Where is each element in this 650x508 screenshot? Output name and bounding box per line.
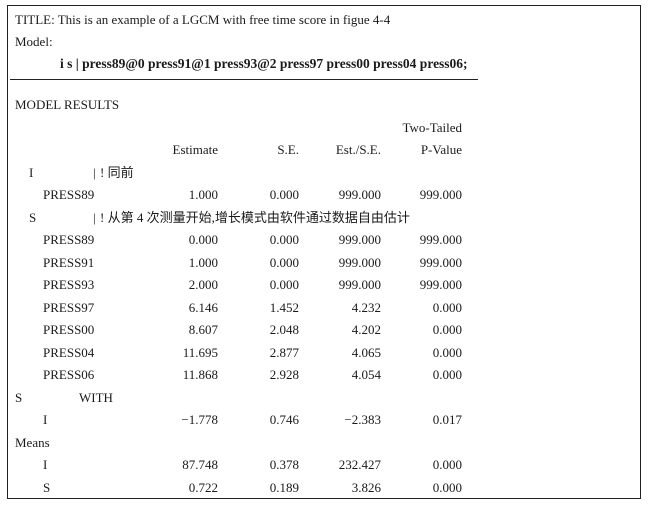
est-se-value: 232.427 — [338, 457, 381, 472]
p-value: 0.000 — [432, 457, 462, 472]
est-se-value: −2.383 — [344, 412, 381, 427]
i-by-symbol: | — [93, 165, 96, 180]
estimate-value: 6.146 — [188, 300, 218, 315]
se-value: 0.000 — [269, 255, 299, 270]
estimate-value: 87.748 — [182, 457, 218, 472]
estimate-value: −1.778 — [181, 412, 218, 427]
param-name: PRESS06 — [43, 367, 95, 382]
header-p-value: P-Value — [420, 142, 462, 157]
i-comment: ! 同前 — [100, 165, 134, 180]
p-value: 999.000 — [419, 255, 462, 270]
estimate-value: 2.000 — [188, 277, 218, 292]
estimate-value: 0.000 — [188, 232, 218, 247]
header-estimate: Estimate — [172, 142, 219, 157]
p-value: 0.017 — [432, 412, 462, 427]
est-se-value: 4.232 — [351, 300, 381, 315]
param-name: PRESS93 — [43, 277, 95, 292]
s-factor-label: S — [29, 210, 37, 225]
param-name: PRESS89 — [43, 187, 95, 202]
se-value: 2.928 — [269, 367, 299, 382]
est-se-value: 999.000 — [338, 277, 381, 292]
p-value: 0.000 — [432, 322, 462, 337]
header-two-tailed: Two-Tailed — [402, 120, 462, 135]
se-value: 0.000 — [269, 187, 299, 202]
param-name: PRESS97 — [43, 300, 95, 315]
se-value: 0.000 — [269, 232, 299, 247]
est-se-value: 4.054 — [351, 367, 381, 382]
se-value: 0.746 — [269, 412, 299, 427]
estimate-value: 11.868 — [182, 367, 218, 382]
model-statement: i s | press89@0 press91@1 press93@2 pres… — [60, 56, 468, 71]
model-label: Model: — [15, 34, 53, 49]
p-value: 999.000 — [419, 232, 462, 247]
se-value: 2.877 — [269, 345, 299, 360]
estimate-value: 1.000 — [188, 187, 218, 202]
se-value: 0.189 — [269, 480, 299, 495]
p-value: 0.000 — [432, 367, 462, 382]
p-value: 0.000 — [432, 345, 462, 360]
header-est-se: Est./S.E. — [335, 142, 381, 157]
i-factor-label: I — [29, 165, 34, 180]
estimate-value: 1.000 — [188, 255, 218, 270]
header-se: S.E. — [277, 142, 299, 157]
p-value: 999.000 — [419, 277, 462, 292]
s-comment: ! 从第 4 次测量开始,增长模式由软件通过数据自由估计 — [100, 210, 410, 225]
se-value: 2.048 — [269, 322, 299, 337]
param-name: PRESS89 — [43, 232, 95, 247]
param-name: I — [43, 412, 48, 427]
est-se-value: 4.202 — [351, 322, 381, 337]
est-se-value: 4.065 — [351, 345, 381, 360]
est-se-value: 3.826 — [351, 480, 381, 495]
est-se-value: 999.000 — [338, 255, 381, 270]
param-name: PRESS91 — [43, 255, 95, 270]
p-value: 0.000 — [432, 300, 462, 315]
separator-rule — [10, 79, 478, 80]
estimate-value: 8.607 — [188, 322, 218, 337]
se-value: 0.000 — [269, 277, 299, 292]
section-heading: MODEL RESULTS — [15, 97, 120, 112]
param-name: PRESS00 — [43, 322, 95, 337]
estimate-value: 11.695 — [182, 345, 218, 360]
estimate-value: 0.722 — [188, 480, 218, 495]
with-factor-label: S — [15, 390, 23, 405]
se-value: 1.452 — [269, 300, 299, 315]
p-value: 999.000 — [419, 187, 462, 202]
with-keyword: WITH — [79, 390, 113, 405]
se-value: 0.378 — [269, 457, 299, 472]
output-frame — [7, 5, 641, 499]
param-name: S — [43, 480, 51, 495]
s-by-symbol: | — [93, 210, 96, 225]
param-name: I — [43, 457, 48, 472]
title-line: TITLE: This is an example of a LGCM with… — [15, 12, 391, 27]
means-label: Means — [15, 435, 50, 450]
est-se-value: 999.000 — [338, 187, 381, 202]
est-se-value: 999.000 — [338, 232, 381, 247]
p-value: 0.000 — [432, 480, 462, 495]
param-name: PRESS04 — [43, 345, 95, 360]
